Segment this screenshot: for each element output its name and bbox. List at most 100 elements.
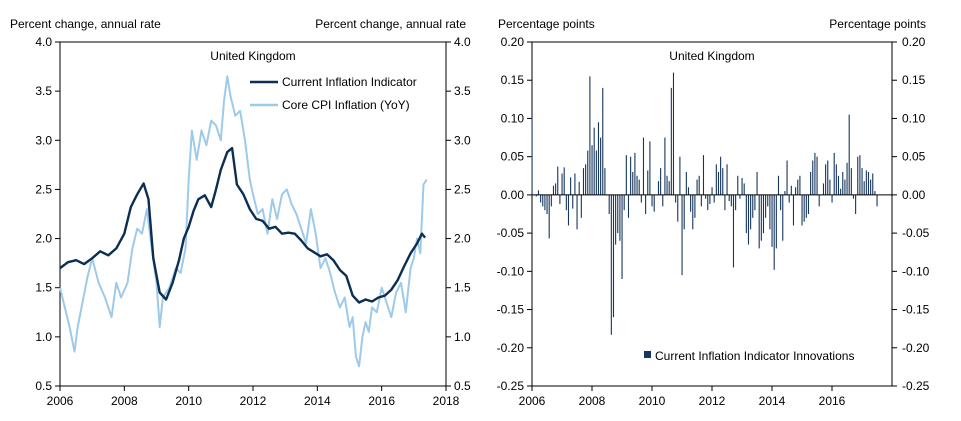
innovation-bar: [709, 194, 711, 205]
innovation-bar: [625, 155, 627, 195]
innovation-bar: [572, 194, 574, 209]
innovation-bar: [745, 194, 747, 234]
innovation-bar: [668, 181, 670, 195]
innovation-bar: [657, 181, 660, 195]
innovation-bar: [645, 194, 647, 214]
innovation-bar: [773, 194, 775, 270]
innovation-bar: [632, 171, 634, 195]
innovation-bar: [857, 156, 859, 195]
innovation-bar: [647, 170, 649, 195]
left-xtick-label: 2016: [368, 394, 395, 408]
series-line-core-cpi-inflation: [59, 75, 428, 368]
innovation-bar: [700, 194, 702, 207]
innovation-bar: [548, 194, 550, 239]
innovation-bar: [720, 156, 722, 195]
right-ytick-label-right: 0.05: [902, 150, 926, 164]
innovation-bar: [690, 194, 692, 212]
innovation-bar: [711, 187, 713, 195]
innovation-bar: [713, 194, 715, 203]
innovation-bar: [683, 194, 685, 230]
legend-label-cii: Current Inflation Indicator: [282, 75, 417, 89]
left-xtick-label: 2014: [304, 394, 331, 408]
innovation-bar: [595, 150, 597, 195]
innovation-bar: [867, 171, 870, 195]
innovation-bar: [762, 194, 765, 234]
innovation-bar: [664, 137, 666, 195]
innovation-bar: [767, 194, 769, 207]
innovation-bar: [600, 137, 602, 195]
innovation-bar: [608, 194, 610, 214]
left-ytick-label: 2.5: [35, 182, 52, 196]
innovation-bar: [726, 164, 728, 195]
innovation-bar: [640, 194, 642, 203]
left-ytick-label-right: 2.5: [454, 182, 471, 196]
innovation-bar: [591, 145, 593, 195]
innovation-bar: [771, 194, 773, 247]
innovation-bar: [769, 194, 771, 230]
right-ytick-label: -0.20: [497, 341, 525, 355]
innovation-bar: [672, 72, 675, 195]
innovation-bar: [623, 194, 625, 211]
innovation-bar: [557, 166, 559, 195]
right-ytick-label: -0.05: [497, 226, 525, 240]
innovation-bar: [859, 155, 861, 195]
innovation-bar: [784, 191, 786, 195]
innovation-bar: [760, 194, 762, 241]
right-ytick-label: 0.05: [501, 150, 525, 164]
innovation-bar: [677, 194, 679, 222]
innovation-bar: [816, 156, 818, 195]
innovation-bar: [872, 173, 874, 195]
right-ytick-label: 0.00: [501, 188, 525, 202]
right-ytick-label-right: 0.20: [902, 35, 926, 49]
left-xtick-label: 2018: [433, 394, 460, 408]
innovation-bar: [660, 168, 662, 195]
right-ytick-label-right: 0.15: [902, 73, 926, 87]
innovation-bar: [750, 194, 752, 230]
innovation-bar: [698, 175, 700, 195]
innovation-bar: [865, 170, 867, 195]
legend-label-innovations: Current Inflation Indicator Innovations: [655, 349, 854, 363]
innovation-bar: [559, 194, 561, 205]
left-chart: Percent change, annual rate Percent chan…: [10, 17, 471, 408]
right-ytick-label-right: 0.00: [902, 188, 926, 202]
innovation-bar: [687, 187, 690, 195]
innovation-bar: [803, 194, 805, 222]
innovation-bar: [576, 194, 578, 230]
innovation-bar: [758, 194, 760, 249]
innovation-bar: [730, 194, 732, 207]
right-ytick-label-right: -0.15: [902, 303, 930, 317]
right-ytick-label-right: -0.10: [902, 264, 930, 278]
innovation-bar: [544, 194, 546, 211]
innovation-bar: [874, 191, 876, 195]
innovation-bar: [593, 127, 595, 195]
right-ytick-label: -0.25: [497, 379, 525, 393]
innovation-bar: [837, 175, 840, 195]
left-ytick-label-right: 3.0: [454, 133, 471, 147]
innovation-bar: [756, 171, 758, 195]
right-ytick-label: 0.15: [501, 73, 525, 87]
innovation-bar: [574, 173, 576, 195]
innovation-bar: [825, 164, 827, 195]
innovation-bar: [754, 194, 756, 211]
innovation-bar: [580, 194, 582, 218]
innovation-bar: [542, 194, 544, 207]
innovation-bar: [848, 114, 850, 195]
innovation-bar: [722, 168, 724, 195]
innovation-bar: [863, 181, 865, 195]
innovation-bar: [846, 162, 848, 195]
innovation-bar: [679, 156, 681, 195]
left-xtick-label: 2010: [175, 394, 202, 408]
innovation-bar: [741, 178, 743, 195]
left-ytick-label-right: 1.0: [454, 330, 471, 344]
innovation-bar: [728, 194, 730, 202]
innovation-bar: [780, 194, 782, 211]
innovation-bar: [827, 160, 829, 195]
innovation-bar: [735, 194, 737, 211]
innovation-bar: [743, 183, 745, 195]
left-ytick-label: 2.0: [35, 232, 52, 246]
innovation-bar: [561, 173, 563, 195]
innovation-bar: [531, 116, 533, 195]
innovation-bar: [685, 171, 687, 195]
left-ytick-label-right: 2.0: [454, 232, 471, 246]
